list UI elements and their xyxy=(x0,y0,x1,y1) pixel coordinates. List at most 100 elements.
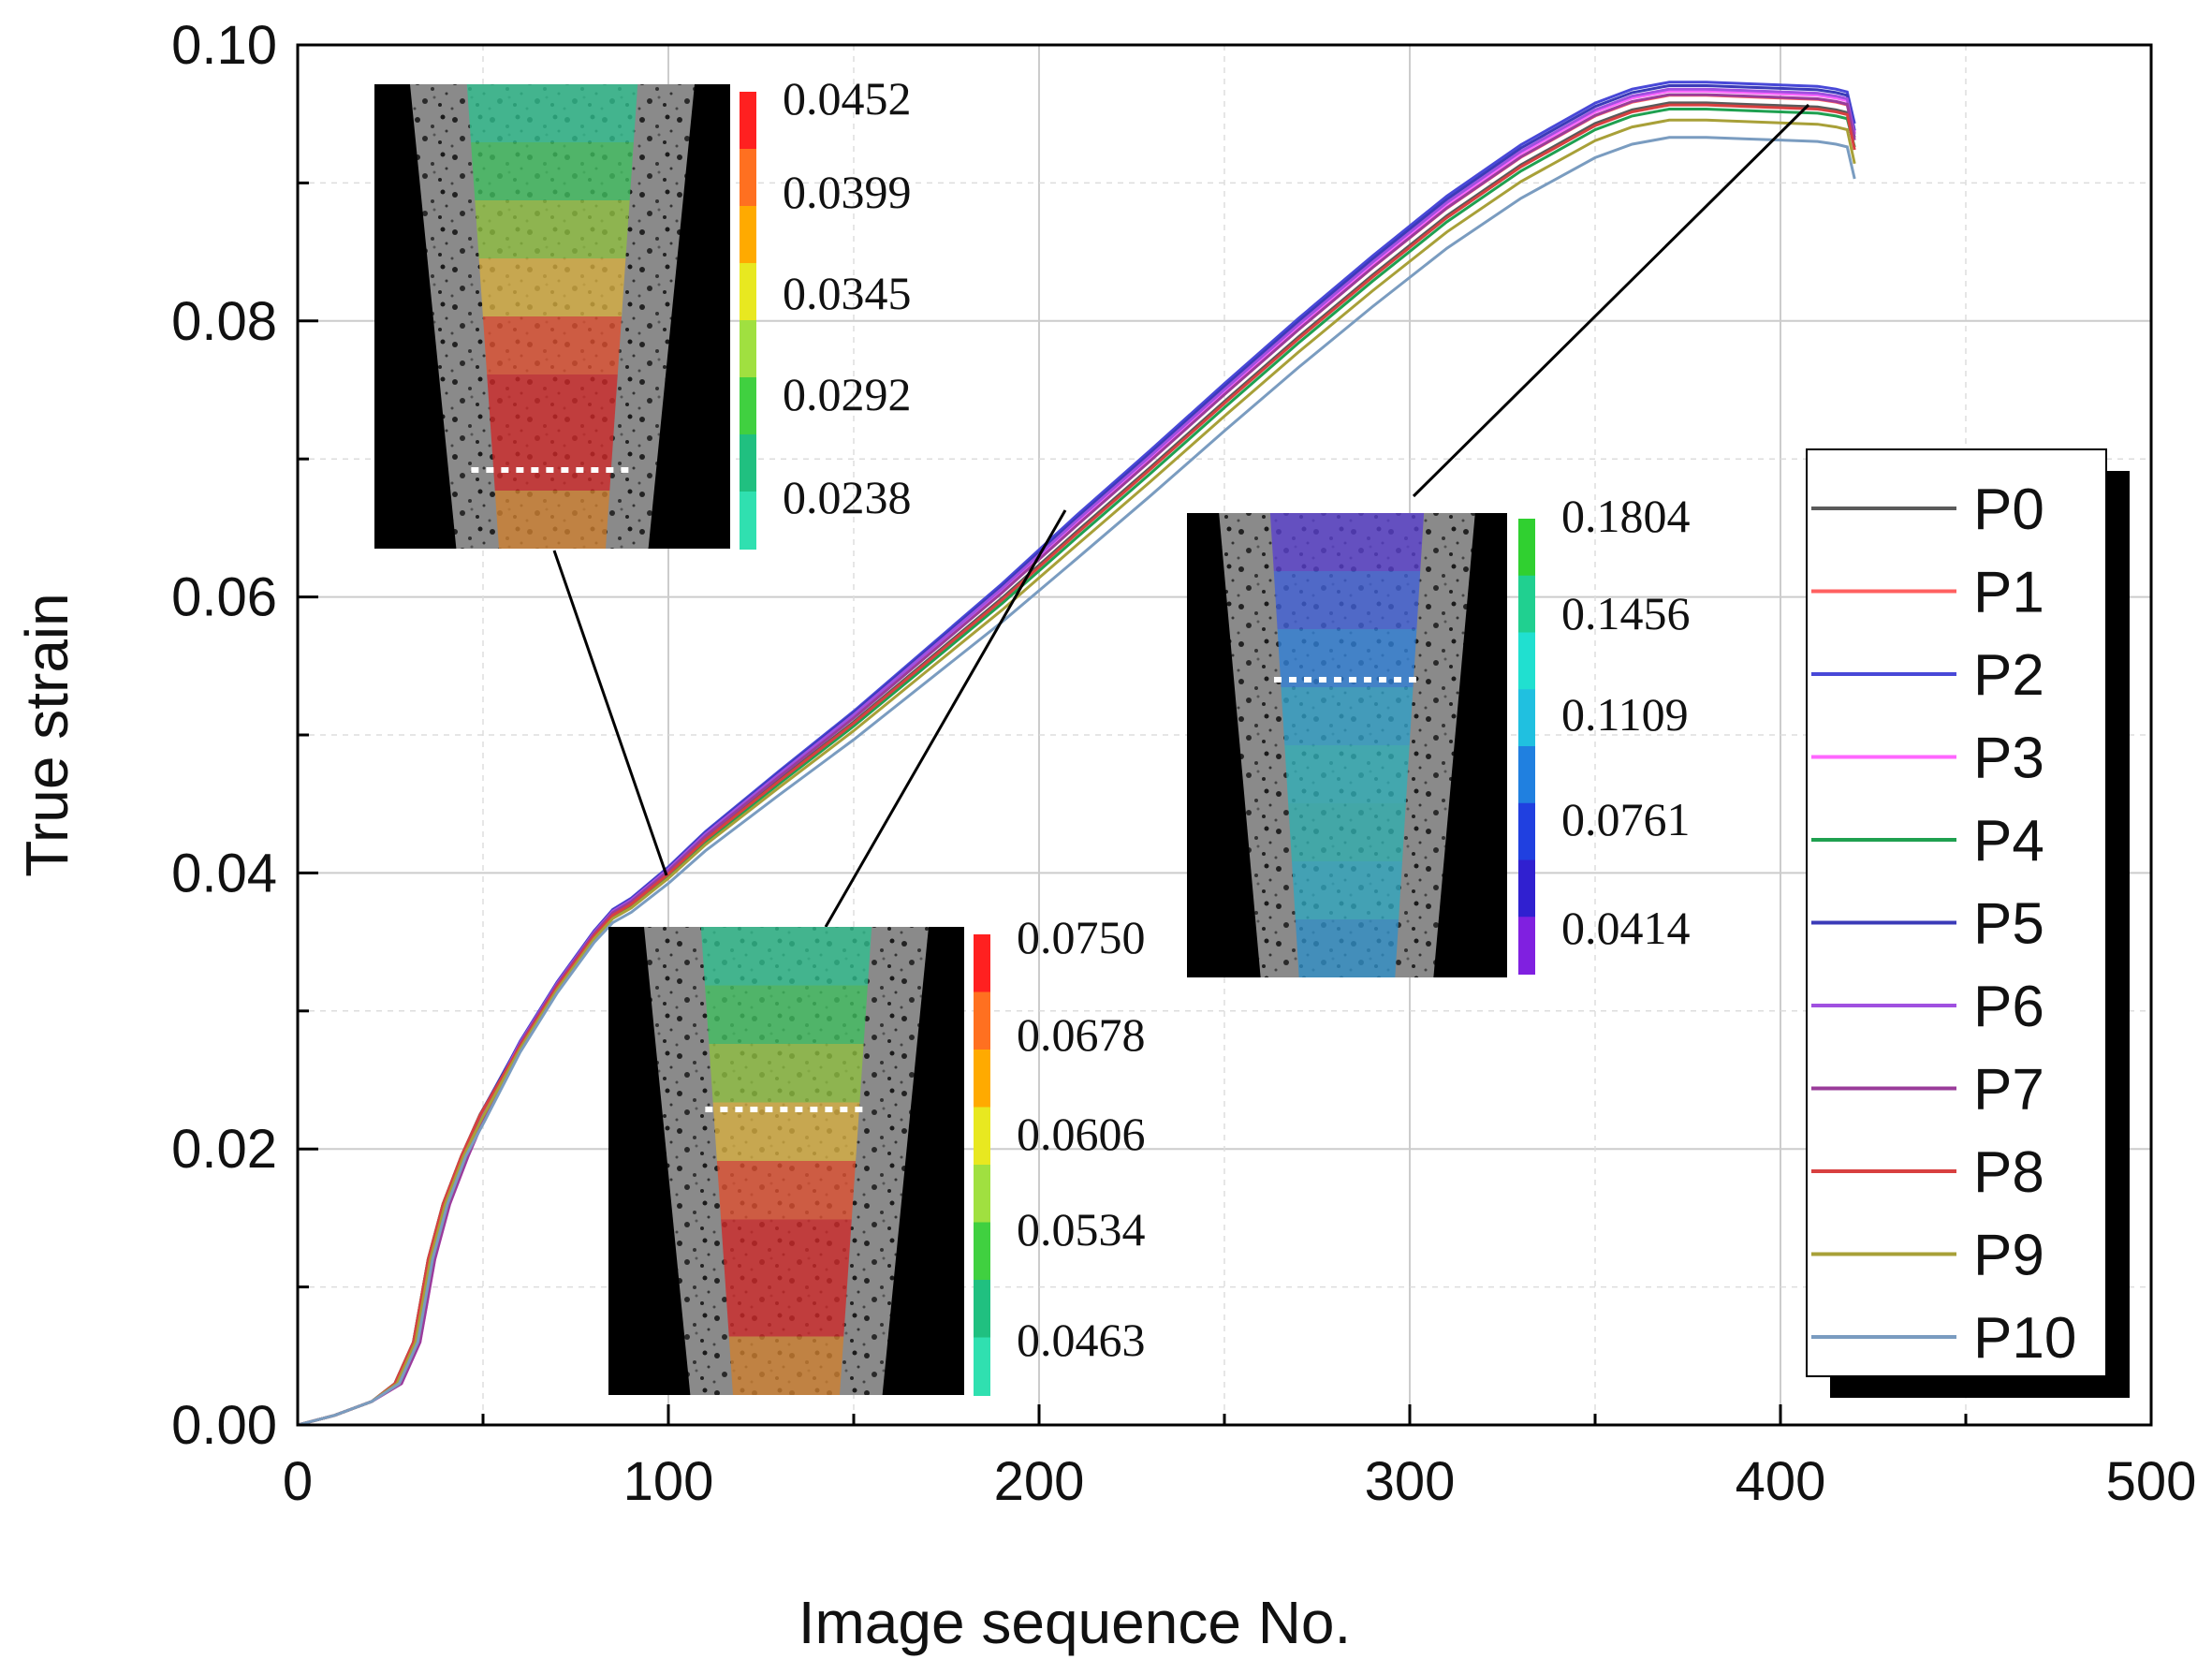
colorbar-segment xyxy=(1518,575,1535,634)
colorbar-segment xyxy=(740,263,756,321)
strain-band xyxy=(482,316,623,374)
colorbar-segment xyxy=(974,1337,990,1396)
y-axis-ticks: 0.00 0.02 0.04 0.06 0.08 0.10 xyxy=(171,15,318,1456)
colorbar-segment xyxy=(1518,802,1535,861)
legend-label: P2 xyxy=(1973,643,2044,708)
inset-3: 0.1804 0.1456 0.1109 0.0761 0.0414 xyxy=(1187,490,1691,977)
strain-band xyxy=(721,1219,852,1278)
colorbar-segment xyxy=(740,149,756,207)
legend-label: P8 xyxy=(1973,1140,2044,1205)
colorbar-segment xyxy=(974,1050,990,1109)
strain-band xyxy=(709,1044,864,1103)
strain-band xyxy=(728,1336,844,1395)
colorbar-label: 0.0345 xyxy=(783,267,912,319)
strain-band xyxy=(487,374,618,433)
strain-band xyxy=(1295,919,1399,977)
colorbar-segment xyxy=(1518,746,1535,804)
colorbar-label: 0.0399 xyxy=(783,166,912,218)
legend-label: P7 xyxy=(1973,1058,2044,1123)
series-lines xyxy=(298,81,1856,1425)
colorbar-label: 0.0238 xyxy=(783,471,912,523)
series-line-p10 xyxy=(298,136,1856,1425)
inset-1: 0.0452 0.0399 0.0345 0.0292 0.0238 xyxy=(374,72,912,550)
series-line-p8 xyxy=(298,103,1856,1425)
legend-label: P6 xyxy=(1973,975,2044,1039)
strain-band xyxy=(494,491,610,549)
y-tick-label: 0.06 xyxy=(171,567,277,628)
legend-label: P3 xyxy=(1973,727,2044,791)
colorbar-label: 0.1109 xyxy=(1561,688,1689,741)
strain-band xyxy=(478,258,626,316)
pointer-line-1 xyxy=(552,550,668,876)
colorbar-label: 0.0606 xyxy=(1017,1108,1146,1160)
legend-label: P1 xyxy=(1973,561,2044,625)
series-line-p9 xyxy=(298,118,1856,1425)
x-tick-label: 100 xyxy=(623,1451,714,1512)
strain-band xyxy=(700,927,872,986)
y-axis-title: True strain xyxy=(13,593,81,877)
colorbar-segment xyxy=(1518,917,1535,975)
y-tick-label: 0.08 xyxy=(171,291,277,352)
strain-band xyxy=(1292,861,1402,919)
strain-band xyxy=(725,1278,848,1337)
colorbar-label: 0.0534 xyxy=(1017,1203,1146,1256)
strain-band xyxy=(471,142,634,200)
strain-band xyxy=(1288,803,1406,861)
strain-band xyxy=(716,1161,857,1220)
y-tick-label: 0.04 xyxy=(171,843,277,903)
strain-band xyxy=(491,433,614,491)
colorbar-segment xyxy=(740,206,756,264)
strain-band xyxy=(712,1102,860,1161)
colorbar-label: 0.0414 xyxy=(1561,902,1691,954)
y-tick-label: 0.02 xyxy=(171,1119,277,1180)
legend: P0 P1 P2 P3 P4 P5 P6 P7 P8 P9 P10 xyxy=(1806,448,2130,1398)
colorbar-segment xyxy=(1518,632,1535,691)
strain-band xyxy=(705,985,868,1044)
x-tick-label: 0 xyxy=(283,1451,313,1512)
colorbar-label: 0.0678 xyxy=(1017,1008,1146,1061)
colorbar-label: 0.1456 xyxy=(1561,587,1691,639)
colorbar-segment xyxy=(740,320,756,378)
colorbar-segment xyxy=(740,434,756,492)
inset-pointer-lines xyxy=(552,103,1810,928)
strain-band xyxy=(475,200,630,258)
x-axis-ticks: 0 100 200 300 400 500 xyxy=(283,1404,2197,1512)
legend-label: P4 xyxy=(1973,809,2044,874)
x-tick-label: 300 xyxy=(1365,1451,1456,1512)
colorbar-segment xyxy=(974,1107,990,1166)
colorbar-label: 0.0750 xyxy=(1017,911,1146,963)
colorbar-segment xyxy=(740,92,756,150)
legend-label: P9 xyxy=(1973,1224,2044,1288)
legend-label: P0 xyxy=(1973,477,2044,542)
x-tick-label: 400 xyxy=(1736,1451,1826,1512)
y-tick-label: 0.00 xyxy=(171,1395,277,1456)
legend-label: P10 xyxy=(1973,1306,2076,1371)
colorbar-label: 0.0463 xyxy=(1017,1314,1146,1366)
y-tick-label: 0.10 xyxy=(171,15,277,76)
colorbar-label: 0.0761 xyxy=(1561,793,1691,845)
strain-band xyxy=(1269,513,1425,571)
x-axis-title: Image sequence No. xyxy=(798,1589,1352,1656)
colorbar-label: 0.1804 xyxy=(1561,490,1691,542)
colorbar-segment xyxy=(974,1165,990,1224)
colorbar-segment xyxy=(740,492,756,550)
dic-strain-insets: 0.0452 0.0399 0.0345 0.0292 0.0238 0.0750 0.06… xyxy=(374,72,1691,1396)
colorbar-segment xyxy=(974,934,990,993)
colorbar-segment xyxy=(974,1222,990,1281)
series-line-p7 xyxy=(298,93,1856,1425)
legend-label: P5 xyxy=(1973,892,2044,957)
strain-band xyxy=(1273,571,1421,629)
strain-band xyxy=(1281,687,1414,745)
colorbar-segment xyxy=(1518,859,1535,918)
x-tick-label: 200 xyxy=(994,1451,1085,1512)
x-tick-label: 500 xyxy=(2106,1451,2197,1512)
colorbar-label: 0.0452 xyxy=(783,72,912,125)
legend-box xyxy=(1806,448,2107,1377)
colorbar-label: 0.0292 xyxy=(783,368,912,420)
pointer-line-2 xyxy=(824,509,1067,928)
inset-2: 0.0750 0.0678 0.0606 0.0534 0.0463 xyxy=(608,911,1146,1396)
colorbar-segment xyxy=(1518,689,1535,747)
strain-band xyxy=(1277,629,1417,687)
strain-band xyxy=(1284,745,1410,803)
